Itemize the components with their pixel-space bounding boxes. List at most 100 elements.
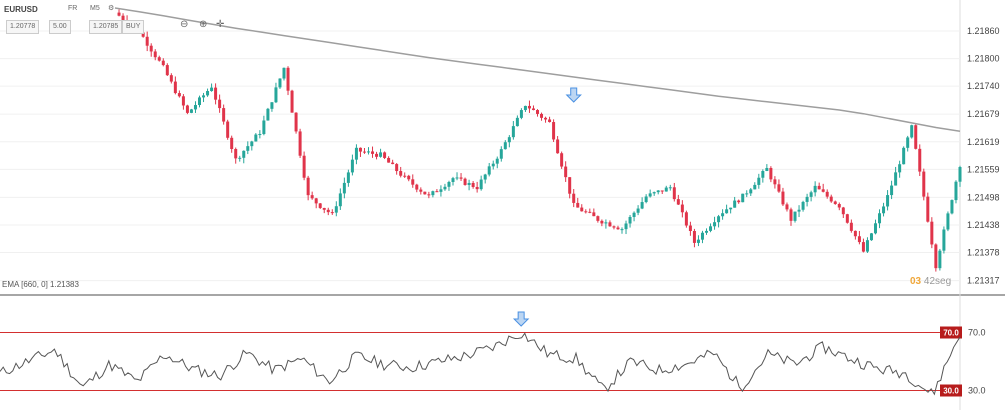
- rsi-tick-label: 70.0: [968, 328, 986, 338]
- candle-body: [536, 110, 539, 114]
- candle-body: [914, 125, 918, 149]
- candle-body: [688, 225, 692, 232]
- candle-body: [447, 182, 451, 187]
- candle-body: [177, 93, 181, 97]
- candle-body: [938, 250, 942, 269]
- candle-body: [745, 193, 749, 195]
- candle-body: [415, 184, 419, 190]
- candle-body: [733, 200, 737, 208]
- candle-body: [869, 233, 873, 241]
- rsi-level-badge: [940, 384, 962, 397]
- candle-body: [902, 147, 906, 165]
- candle-body: [202, 95, 206, 98]
- candle-body: [503, 142, 507, 150]
- candle-body: [411, 179, 415, 185]
- timeframe-button-fr[interactable]: FR: [68, 5, 78, 12]
- candle-body: [314, 198, 318, 204]
- candle-body: [157, 57, 161, 61]
- timer-main: 03: [910, 276, 922, 287]
- timeframe-button-m5[interactable]: M5: [90, 5, 100, 12]
- candle-body: [725, 209, 729, 214]
- candle-body: [926, 196, 930, 222]
- price-tick-label: 1.21317: [967, 276, 1000, 286]
- gear-icon[interactable]: ⚙: [108, 5, 115, 12]
- price-tick-label: 1.21679: [967, 109, 1000, 119]
- candle-timer: 03 42seg: [910, 276, 951, 287]
- candle-body: [495, 158, 499, 164]
- candle-body: [612, 226, 616, 228]
- candle-body: [821, 189, 825, 192]
- candle-body: [942, 229, 946, 251]
- timer-seg: 42seg: [923, 276, 952, 287]
- candle-body: [853, 230, 857, 237]
- candle-body: [668, 187, 672, 189]
- candle-body: [793, 211, 797, 221]
- candle-body: [817, 185, 821, 190]
- zoom-in-icon[interactable]: ⊕: [199, 19, 208, 30]
- candle-body: [789, 209, 793, 221]
- candle-body: [531, 108, 535, 111]
- candle-body: [419, 189, 423, 192]
- candle-body: [749, 189, 753, 194]
- candle-body: [435, 191, 439, 193]
- price-tick-label: 1.21740: [967, 81, 1000, 91]
- candle-body: [841, 207, 845, 215]
- candle-body: [813, 185, 817, 193]
- candle-body: [717, 216, 721, 223]
- candle-body: [218, 99, 222, 109]
- candle-body: [354, 147, 358, 160]
- candle-body: [387, 157, 391, 163]
- lot-field[interactable]: 5.00: [49, 20, 71, 34]
- candle-body: [672, 187, 676, 200]
- candle-body: [861, 242, 865, 252]
- candle-body: [511, 126, 515, 138]
- candle-body: [282, 67, 286, 79]
- candle-body: [849, 222, 853, 231]
- ask-field[interactable]: 1.20785: [89, 20, 123, 34]
- candle-body: [467, 182, 471, 185]
- candle-body: [306, 177, 310, 196]
- candle-body: [721, 213, 725, 217]
- candle-body: [210, 87, 214, 92]
- candle-body: [857, 236, 861, 243]
- signal-arrow-icon: [565, 87, 582, 103]
- candle-body: [479, 179, 483, 190]
- candle-body: [515, 117, 519, 127]
- candle-body: [628, 216, 632, 224]
- candle-body: [564, 166, 568, 178]
- candle-body: [322, 207, 326, 210]
- candle-body: [310, 195, 314, 199]
- candle-body: [705, 230, 708, 233]
- candle-body: [246, 146, 250, 151]
- candle-body: [350, 159, 354, 173]
- candle-body: [737, 200, 741, 203]
- ema-indicator-label: EMA [660, 0] 1.21383: [2, 280, 79, 289]
- rsi-signal-arrow-icon: [512, 311, 530, 327]
- candle-body: [459, 177, 463, 179]
- candle-body: [713, 222, 717, 227]
- candle-body: [608, 222, 612, 227]
- candle-body: [620, 229, 624, 231]
- bid-field[interactable]: 1.20778: [6, 20, 40, 34]
- zoom-out-icon[interactable]: ⊖: [180, 19, 189, 30]
- candle-body: [552, 122, 556, 140]
- candle-body: [375, 153, 379, 157]
- candle-body: [729, 207, 733, 210]
- candle-body: [604, 222, 608, 224]
- candle-body: [954, 181, 958, 201]
- candle-body: [326, 209, 330, 213]
- candle-body: [379, 152, 383, 157]
- crosshair-icon[interactable]: ✛: [216, 19, 225, 30]
- candle-body: [358, 147, 362, 152]
- buy-button[interactable]: BUY: [122, 20, 145, 34]
- candle-body: [439, 189, 443, 192]
- candle-body: [451, 178, 455, 183]
- candle-body: [777, 184, 781, 192]
- candle-body: [544, 117, 548, 120]
- candle-body: [906, 137, 910, 148]
- candle-body: [636, 208, 640, 213]
- candle-body: [443, 186, 447, 190]
- candle-body: [644, 196, 648, 203]
- candle-body: [660, 190, 664, 192]
